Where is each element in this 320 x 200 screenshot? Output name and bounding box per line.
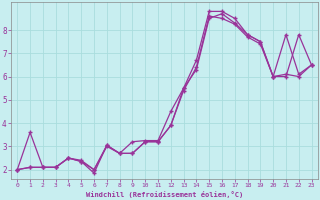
- X-axis label: Windchill (Refroidissement éolien,°C): Windchill (Refroidissement éolien,°C): [86, 191, 243, 198]
